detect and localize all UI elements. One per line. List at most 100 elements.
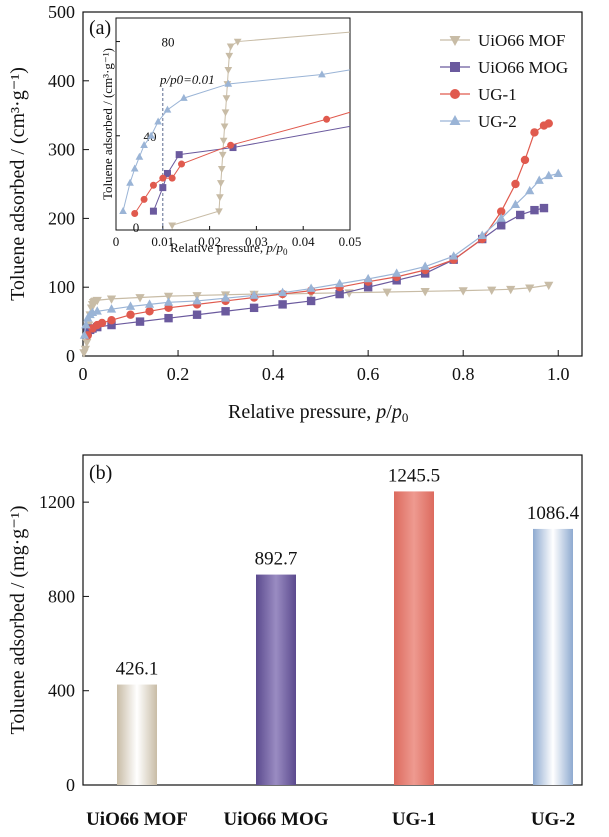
data-point: [192, 310, 202, 319]
inset-series-ug-1: [131, 111, 351, 218]
data-point: [135, 294, 145, 303]
panel-b: (b) 0 400 800 1200 Toluene adsorbed / (mg·g⁻¹…: [7, 454, 583, 830]
series-uio66-mof: [79, 281, 554, 358]
category-label: UG-1: [392, 809, 436, 830]
legend-entry: UiO66 MOF: [478, 31, 565, 50]
annotation-label: p/p0=0.01: [159, 72, 215, 87]
y-tick-label: 500: [48, 2, 75, 22]
inset-data-point: [126, 178, 134, 186]
data-point: [106, 295, 117, 304]
inset-data-point: [119, 206, 127, 214]
data-point: [145, 307, 154, 316]
data-point: [192, 295, 202, 305]
x-tick-label: 0.8: [452, 364, 475, 384]
data-point: [82, 338, 92, 348]
inset-data-point: [131, 210, 139, 218]
inset-data-point: [233, 38, 242, 46]
category-label: UG-2: [531, 809, 575, 830]
inset-data-point: [227, 141, 235, 149]
data-point: [420, 261, 430, 270]
data-point: [487, 286, 497, 295]
inset-series-line: [152, 125, 351, 212]
data-point: [164, 313, 173, 323]
inset-data-point: [154, 117, 162, 125]
data-point: [92, 296, 102, 306]
y-tick-label: 1200: [39, 492, 75, 512]
legend-marker: [449, 36, 461, 46]
inset-data-point: [163, 169, 171, 177]
data-point: [449, 251, 459, 260]
inset-data-point: [219, 137, 228, 145]
inset-frame: [115, 17, 351, 231]
data-point: [79, 330, 90, 339]
x-axis-label: Relative pressure, p/p0: [228, 401, 408, 425]
inset-data-point: [168, 174, 176, 182]
data-point: [553, 168, 563, 178]
inset-series-uio66-mof: [168, 31, 351, 230]
inset-y-axis-label: Toluene adsorbed / (cm³·g⁻¹): [100, 48, 115, 200]
bar: [394, 491, 434, 785]
bar-value-label: 1086.4: [527, 503, 580, 524]
data-point: [277, 287, 288, 297]
data-point: [220, 293, 231, 302]
y-tick-label: 100: [48, 277, 75, 297]
legend-marker: [450, 89, 460, 99]
inset-data-point: [135, 152, 144, 160]
data-point: [525, 185, 535, 195]
data-point: [144, 299, 155, 308]
bar-value-label: 1245.5: [388, 465, 440, 486]
data-point: [106, 304, 117, 313]
y-tick-label: 200: [48, 208, 75, 228]
x-tick-label: 1.0: [547, 364, 570, 384]
data-point: [497, 207, 506, 216]
legend-entry: UG-2: [478, 112, 517, 131]
bar-value-label: 426.1: [116, 659, 159, 680]
panel-a: 0 0.2 0.4 0.6 0.8 1.0 0 100 200 300 400 500 Relative…: [7, 2, 583, 425]
inset-x-tick-label: 0.01: [151, 234, 174, 249]
data-point: [81, 320, 91, 329]
x-tick-label: 0.4: [262, 364, 285, 384]
data-point: [363, 283, 373, 292]
data-point: [496, 213, 506, 222]
data-point: [382, 288, 392, 298]
data-point: [497, 221, 506, 230]
data-point: [530, 205, 539, 215]
data-point: [107, 316, 116, 325]
inset-data-point: [224, 67, 233, 75]
data-point: [163, 297, 174, 306]
inset-series-line: [172, 31, 351, 226]
y-tick-label: 400: [48, 71, 75, 91]
inset-data-point: [140, 195, 148, 203]
data-point: [458, 287, 468, 296]
y-tick-label: 0: [66, 775, 75, 795]
inset-x-tick-label: 0.05: [339, 234, 362, 249]
data-point: [420, 287, 430, 297]
inset-data-point: [175, 151, 183, 159]
inset-x-tick-label: 0.04: [292, 234, 315, 249]
data-point: [249, 290, 259, 299]
inset-data-point: [318, 70, 326, 78]
inset-data-point: [216, 180, 225, 188]
data-point: [335, 289, 344, 299]
data-point: [525, 284, 535, 293]
inset-data-point: [140, 141, 148, 148]
inset-data-point: [168, 222, 177, 230]
data-point: [539, 203, 549, 213]
data-point: [306, 283, 316, 292]
data-point: [135, 317, 145, 326]
data-point: [92, 306, 102, 315]
data-point: [510, 199, 521, 208]
y-tick-label: 400: [48, 681, 75, 701]
inset-data-point: [159, 184, 167, 192]
data-point: [530, 128, 539, 137]
data-point: [544, 119, 553, 128]
inset: 00.010.020.030.040.0580400Relative press…: [100, 17, 362, 257]
plot-frame: [82, 454, 583, 786]
inset-data-point: [323, 115, 331, 123]
inset-data-point: [226, 43, 235, 51]
inset-data-point: [180, 93, 188, 101]
inset-data-point: [216, 194, 224, 202]
data-point: [164, 303, 173, 313]
inset-series-ug-2: [119, 69, 351, 214]
